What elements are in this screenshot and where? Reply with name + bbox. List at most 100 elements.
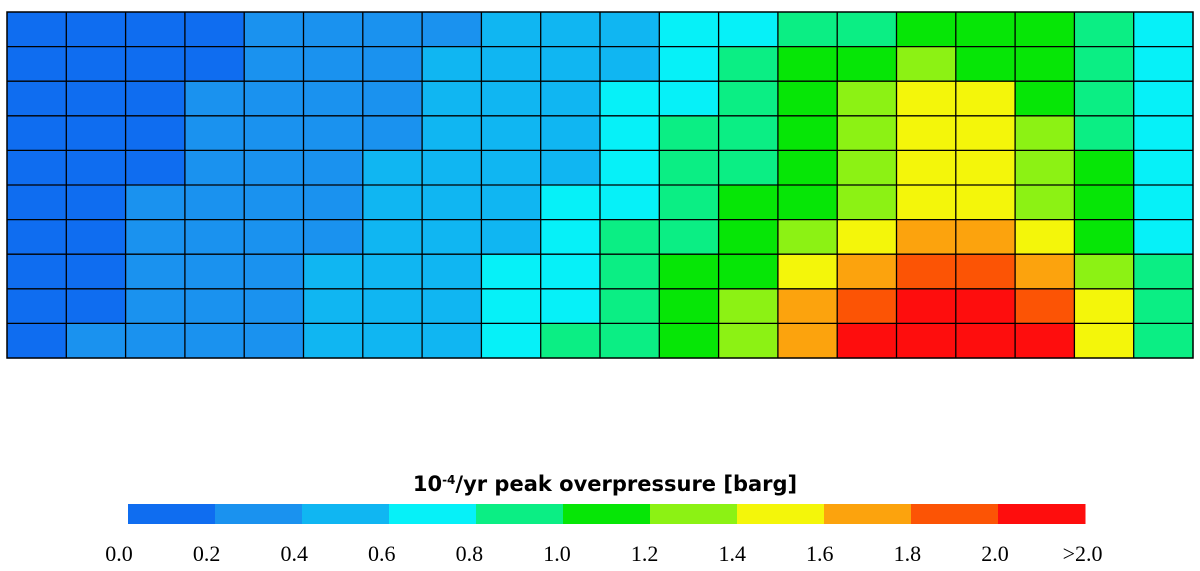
heatmap-cell bbox=[659, 115, 720, 151]
heatmap-cell bbox=[125, 323, 186, 359]
colorbar-tick-label: 0.6 bbox=[368, 541, 396, 566]
heatmap-cell bbox=[1015, 12, 1075, 48]
colorbar-tick-label: 1.0 bbox=[543, 541, 571, 566]
colorbar-swatch bbox=[650, 504, 738, 524]
heatmap-cell bbox=[600, 12, 660, 48]
heatmap-cell bbox=[659, 288, 720, 324]
heatmap-cell bbox=[1074, 185, 1135, 221]
heatmap-cell bbox=[659, 254, 720, 290]
heatmap-cell bbox=[1015, 288, 1075, 324]
heatmap-cell bbox=[66, 219, 127, 255]
heatmap-cell bbox=[540, 115, 601, 151]
heatmap-cell bbox=[362, 254, 423, 290]
heatmap-cell bbox=[540, 150, 601, 186]
heatmap-cell bbox=[184, 323, 245, 359]
heatmap-cell bbox=[244, 323, 305, 359]
legend-title-rest: /yr peak overpressure [barg] bbox=[455, 472, 797, 496]
heatmap-cell bbox=[1133, 185, 1194, 221]
heatmap-cell bbox=[7, 81, 67, 117]
heatmap-cell bbox=[1074, 81, 1135, 117]
colorbar-swatch bbox=[389, 504, 477, 524]
heatmap-cell bbox=[955, 288, 1016, 324]
heatmap-cell bbox=[955, 185, 1016, 221]
heatmap-cell bbox=[184, 254, 245, 290]
heatmap-cell bbox=[303, 46, 364, 82]
heatmap-cell bbox=[600, 115, 660, 151]
heatmap-cell bbox=[540, 12, 601, 48]
heatmap-cell bbox=[837, 150, 898, 186]
heatmap-cell bbox=[244, 81, 305, 117]
heatmap-cell bbox=[303, 81, 364, 117]
heatmap-cell bbox=[184, 150, 245, 186]
colorbar-labels: 0.0 0.2 0.4 0.6 0.8 1.0 1.2 1.4 1.6 1.8 2.0 >2.0 bbox=[105, 541, 1102, 566]
heatmap-cell bbox=[777, 46, 838, 82]
colorbar-tick-label: 1.4 bbox=[718, 541, 746, 566]
heatmap-cell bbox=[600, 288, 660, 324]
heatmap-cell bbox=[777, 323, 838, 359]
plot-border bbox=[6, 11, 1194, 359]
heatmap-cell bbox=[303, 219, 364, 255]
heatmap-cell bbox=[659, 150, 720, 186]
heatmap-cell bbox=[66, 323, 127, 359]
heatmap-cell bbox=[1133, 254, 1194, 290]
legend-title: 10-4/yr peak overpressure [barg] bbox=[413, 472, 797, 496]
heatmap-cell bbox=[955, 12, 1016, 48]
heatmap-cell bbox=[600, 81, 660, 117]
heatmap-cell bbox=[481, 219, 542, 255]
heatmap-cell bbox=[481, 46, 542, 82]
heatmap-cell bbox=[362, 219, 423, 255]
heatmap-cell bbox=[244, 254, 305, 290]
heatmap-cell bbox=[362, 115, 423, 151]
heatmap-cell bbox=[955, 81, 1016, 117]
heatmap-cell bbox=[600, 254, 660, 290]
heatmap-cell bbox=[718, 219, 779, 255]
heatmap-cell bbox=[1133, 288, 1194, 324]
heatmap-cell bbox=[481, 115, 542, 151]
heatmap-cell bbox=[896, 81, 957, 117]
heatmap-cell bbox=[955, 254, 1016, 290]
heatmap-cell bbox=[540, 323, 601, 359]
colorbar-tick-label: 1.2 bbox=[631, 541, 659, 566]
heatmap-cell bbox=[244, 115, 305, 151]
heatmap-cell bbox=[540, 81, 601, 117]
heatmap-cell bbox=[184, 115, 245, 151]
heatmap-cell bbox=[718, 254, 779, 290]
heatmap-cell bbox=[540, 288, 601, 324]
heatmap-cell bbox=[422, 185, 482, 221]
heatmap-cell bbox=[718, 288, 779, 324]
heatmap-cell bbox=[718, 150, 779, 186]
heatmap-cell bbox=[244, 288, 305, 324]
heatmap-cell bbox=[1015, 150, 1075, 186]
heatmap-cell bbox=[125, 219, 186, 255]
heatmap-cell bbox=[777, 219, 838, 255]
heatmap-cell bbox=[362, 12, 423, 48]
heatmap-cell bbox=[837, 288, 898, 324]
heatmap-cell bbox=[125, 150, 186, 186]
heatmap-cell bbox=[481, 185, 542, 221]
heatmap-cell bbox=[422, 81, 482, 117]
heatmap-cell bbox=[1133, 150, 1194, 186]
heatmap-cell bbox=[303, 288, 364, 324]
heatmap-cell bbox=[66, 81, 127, 117]
heatmap-cell bbox=[896, 150, 957, 186]
heatmap-cell bbox=[837, 323, 898, 359]
colorbar-swatch bbox=[998, 504, 1086, 524]
colorbar-tick-label: 0.0 bbox=[105, 541, 133, 566]
heatmap-cell bbox=[1074, 46, 1135, 82]
heatmap-cell bbox=[837, 254, 898, 290]
heatmap-cell bbox=[837, 115, 898, 151]
heatmap-cell bbox=[896, 185, 957, 221]
heatmap-cell bbox=[896, 115, 957, 151]
heatmap-cell bbox=[481, 323, 542, 359]
heatmap-cell bbox=[422, 323, 482, 359]
heatmap-cell bbox=[718, 46, 779, 82]
colorbar-swatch bbox=[911, 504, 999, 524]
colorbar-swatch bbox=[563, 504, 651, 524]
heatmap-cell bbox=[1133, 12, 1194, 48]
heatmap-cell bbox=[125, 288, 186, 324]
heatmap-cell bbox=[184, 288, 245, 324]
heatmap-cell bbox=[540, 185, 601, 221]
heatmap-cell bbox=[896, 46, 957, 82]
heatmap-cell bbox=[1133, 115, 1194, 151]
